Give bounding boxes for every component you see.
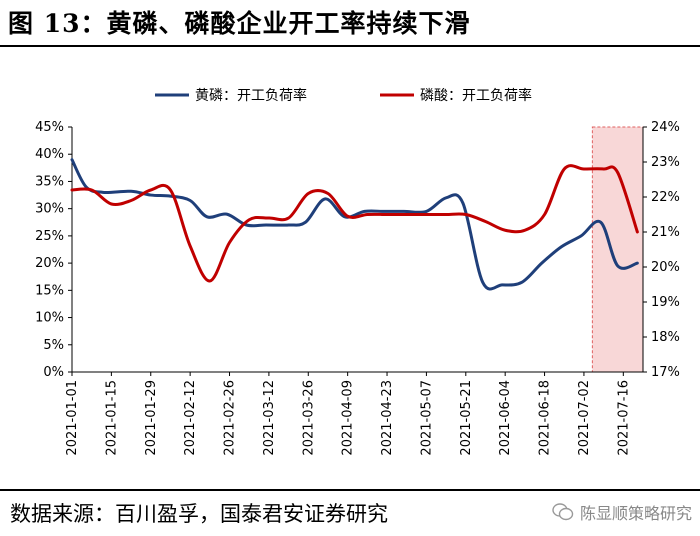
watermark-text: 陈显顺策略研究 [579,504,692,523]
wechat-icon [552,503,574,521]
dual-axis-line-chart: 0% 5% 10% 15% 20% 25% 30% 35% 40% 45% 17% 18% 19% 20%… [35,87,680,456]
x-tick-label: 2021-01-29 [144,380,159,456]
y-left-tick-label: 45% [35,120,64,135]
x-tick-label: 2021-04-23 [380,380,395,456]
x-tick-label: 2021-04-09 [341,380,356,456]
legend-label: 黄磷：开工负荷率 [195,87,307,104]
y-right-tick-label: 18% [651,330,680,345]
highlight-band [592,127,643,372]
x-tick-label: 2021-05-07 [419,380,434,456]
x-tick-label: 2021-02-26 [223,380,238,456]
series-line-phosphoric-acid [70,164,639,283]
x-tick-label: 2021-02-12 [183,380,198,456]
y-left-tick-label: 5% [43,338,64,353]
y-right-tick-label: 17% [651,365,680,380]
y-left-tick-label: 10% [35,311,64,326]
y-right-tick-label: 20% [651,260,680,275]
x-tick-label: 2021-03-12 [262,380,277,456]
source-rule [0,489,700,491]
y-left-tick-label: 15% [35,283,64,298]
y-left-tick-label: 35% [35,174,64,189]
y-left-tick-label: 25% [35,229,64,244]
y-left-tick-label: 0% [43,365,64,380]
y-left-tick-label: 40% [35,147,64,162]
title-rule [0,45,700,47]
x-tick-label: 2021-06-18 [538,380,553,456]
chart-title: 图 13：黄磷、磷酸企业开工率持续下滑 [8,9,471,38]
y-right-tick-label: 21% [651,225,680,240]
x-tick-label: 2021-01-01 [65,380,80,456]
x-tick-label: 2021-07-02 [577,380,592,456]
y-right-tick-label: 24% [651,120,680,135]
y-right-tick-label: 22% [651,190,680,205]
x-tick-label: 2021-06-04 [498,380,513,456]
x-tick-label: 2021-01-15 [104,380,119,456]
legend-label: 磷酸：开工负荷率 [420,87,532,104]
y-left-tick-label: 20% [35,256,64,271]
watermark: 陈显顺策略研究 [552,500,692,524]
y-right-tick-label: 23% [651,155,680,170]
y-left-tick-label: 30% [35,202,64,217]
data-source-note: 数据来源：百川盈孚，国泰君安证券研究 [10,502,388,526]
x-tick-label: 2021-07-16 [616,380,631,456]
x-tick-label: 2021-05-21 [459,380,474,456]
x-tick-label: 2021-03-26 [301,380,316,456]
series-line-yellow-phosphorus [70,158,639,291]
y-right-tick-label: 19% [651,295,680,310]
